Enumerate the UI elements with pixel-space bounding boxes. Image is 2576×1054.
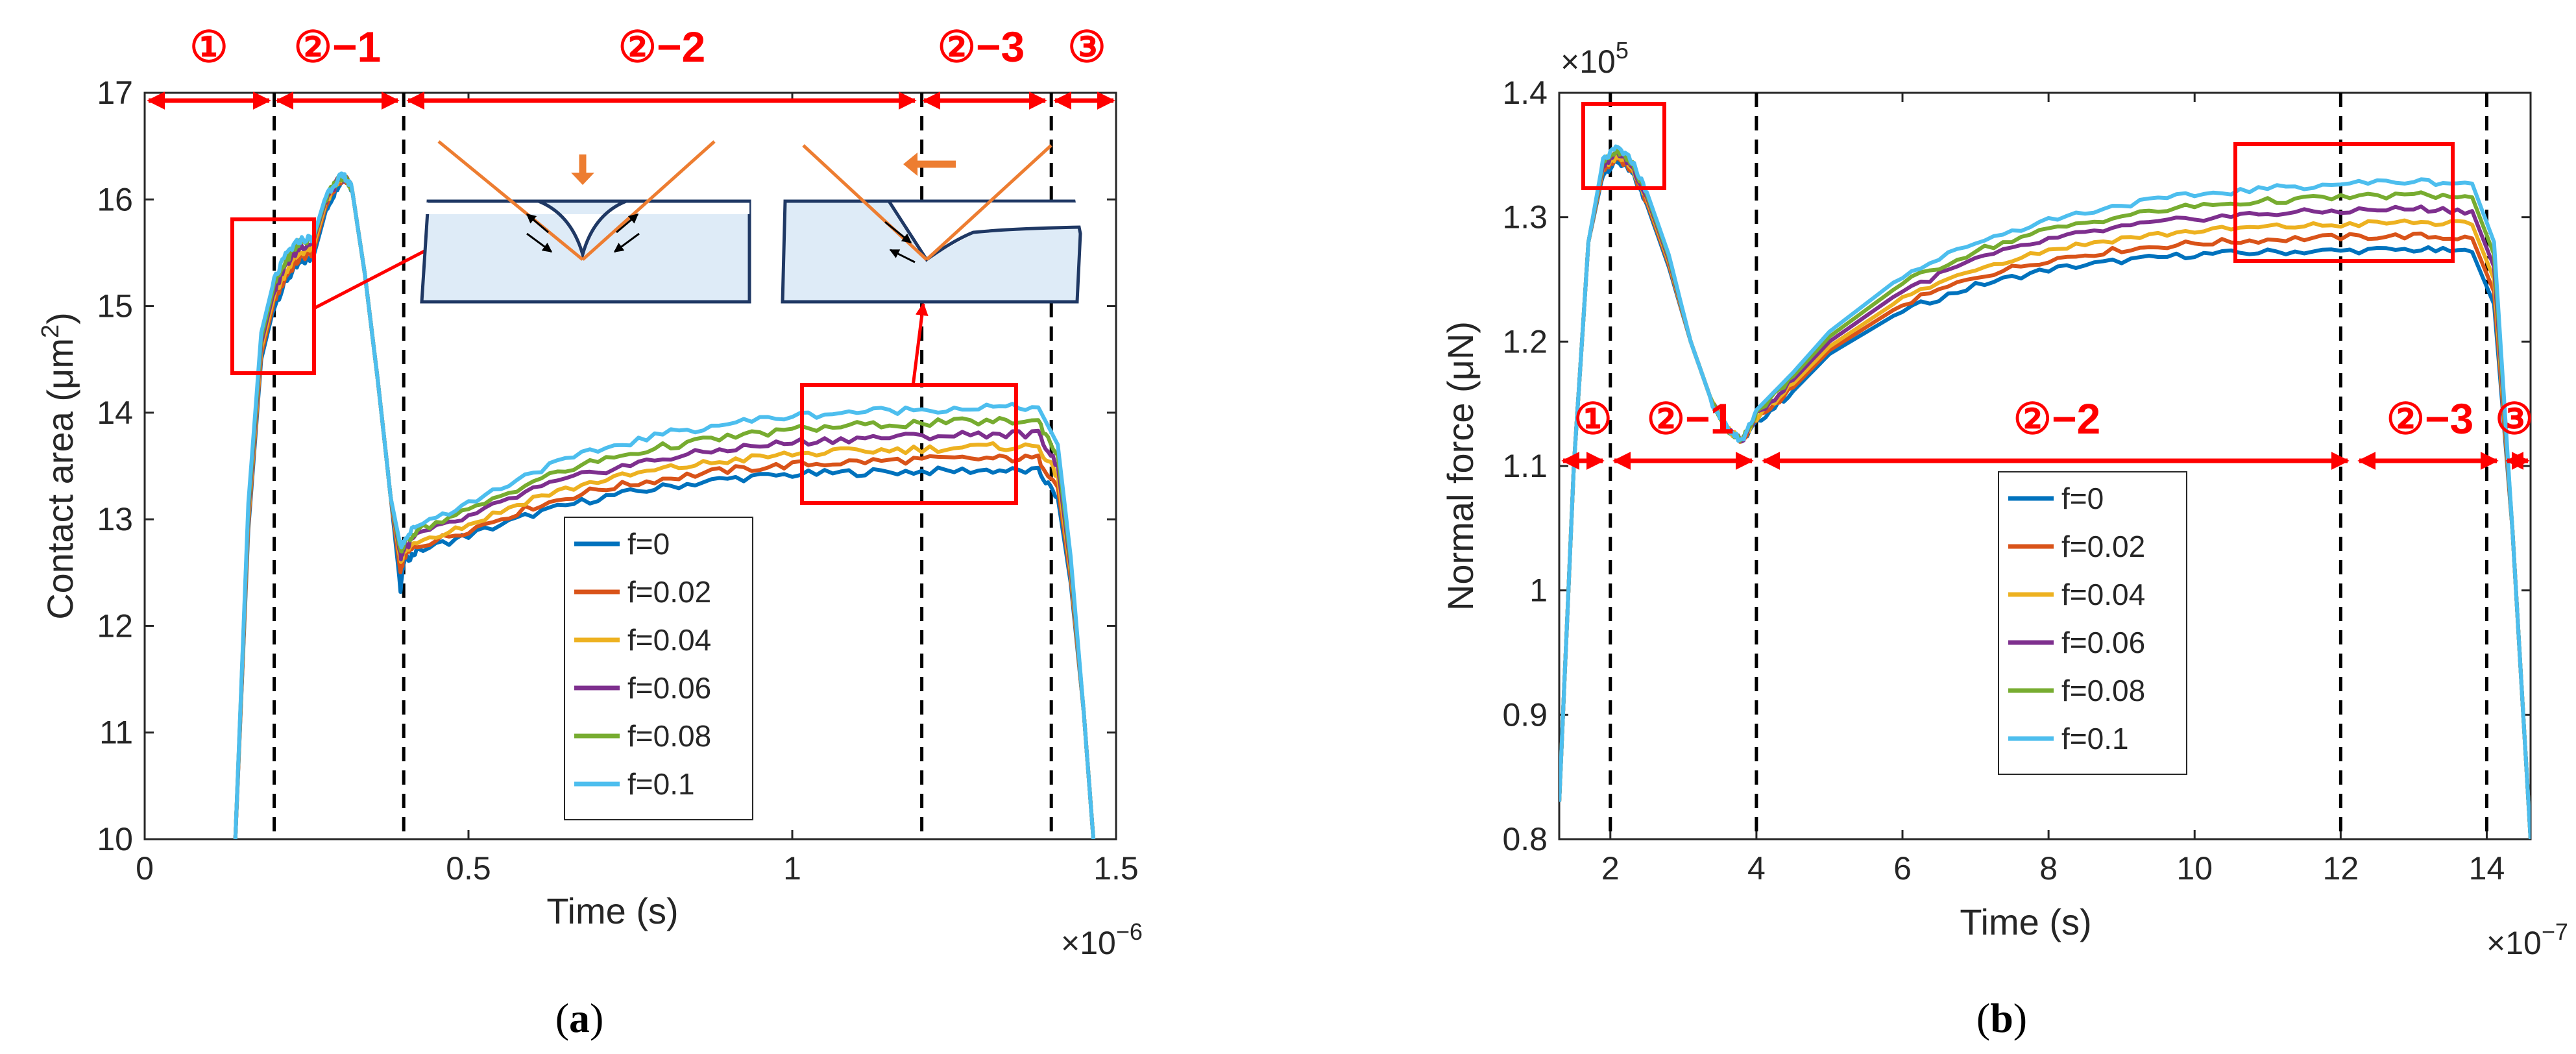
series-line-f=0.02 (1559, 156, 2531, 839)
panel-b-series-lines (1559, 144, 2531, 839)
panel-b-highlight-box-steady (2233, 142, 2455, 263)
panel-a-series-lines (233, 171, 1096, 839)
panel-a-highlight-box-steady (800, 383, 1018, 505)
panel-a-legend: f=0 f=0.02 f=0.04 f=0.06 f=0.08 f=0.1 (564, 517, 753, 820)
panel-b-phase-1-label: ① (1574, 395, 1612, 443)
y-tick-label: 1.4 (1502, 75, 1548, 111)
y-tick-label: 17 (97, 75, 133, 111)
y-tick-label: 16 (97, 181, 133, 217)
panel-a-x-axis-label: Time (s) (546, 890, 678, 931)
y-tick-label: 0.9 (1502, 696, 1548, 733)
panel-a-phase-2-3-label: ②−3 (938, 23, 1025, 71)
legend-label: f=0 (2061, 482, 2104, 515)
x-tick-label: 14 (2469, 850, 2505, 887)
panel-a-contact-area-chart: 0 0.5 1 1.5 10 11 12 13 14 15 16 17 ① ②−1 ②−2 ②−3 ③ (37, 23, 1143, 1041)
panel-a-label: (a) (555, 995, 604, 1041)
panel-b-phase-2-1-label: ②−1 (1647, 395, 1734, 443)
x-tick-label: 8 (2039, 850, 2058, 887)
x-tick-label: 10 (2176, 850, 2213, 887)
panel-b-x-axis-label: Time (s) (1960, 901, 2091, 942)
panel-b-highlight-box-peak (1581, 102, 1666, 190)
panel-b-y-axis-label: Normal force (μN) (1440, 321, 1481, 611)
legend-label: f=0.06 (2061, 626, 2145, 659)
panel-a-connector-arrow-right (911, 302, 929, 387)
y-tick-label: 1.2 (1502, 323, 1548, 360)
series-line-f=0.1 (1559, 144, 2531, 839)
panel-a-ticks: 0 0.5 1 1.5 10 11 12 13 14 15 16 17 (97, 75, 1138, 887)
panel-b-phase-3-label: ③ (2495, 395, 2533, 443)
panel-b-phase-2-2-label: ②−2 (2013, 395, 2100, 443)
legend-label: f=0.02 (627, 575, 711, 609)
x-tick-label: 2 (1601, 850, 1620, 887)
legend-label: f=0.1 (2061, 722, 2129, 755)
y-tick-label: 13 (97, 501, 133, 537)
x-tick-label: 12 (2323, 850, 2359, 887)
y-tick-label: 1.3 (1502, 199, 1548, 236)
y-tick-label: 1 (1529, 572, 1548, 609)
panel-b-phase-2-3-label: ②−3 (2387, 395, 2473, 443)
panel-b-label: (b) (1976, 995, 2027, 1041)
series-line-f=0.1 (233, 171, 1096, 839)
panel-a-phase-3-label: ③ (1067, 23, 1106, 71)
legend-label: f=0.04 (627, 623, 711, 657)
panel-a-connector-arrow-left (313, 239, 444, 310)
panel-b-legend: f=0 f=0.02 f=0.04 f=0.06 f=0.08 f=0.1 (1998, 471, 2187, 775)
panel-a-phase-2-1-label: ②−1 (294, 23, 381, 71)
sliding-schematic (781, 144, 1082, 304)
legend-label: f=0.08 (627, 719, 711, 753)
y-tick-label: 15 (97, 288, 133, 325)
x-tick-label: 1.5 (1093, 850, 1139, 887)
y-tick-label: 11 (99, 715, 133, 751)
x-tick-label: 1 (783, 850, 801, 887)
legend-label: f=0.06 (627, 671, 711, 705)
y-tick-label: 12 (97, 607, 133, 644)
y-tick-label: 0.8 (1502, 821, 1548, 857)
x-tick-label: 4 (1747, 850, 1766, 887)
y-tick-label: 1.1 (1502, 448, 1548, 484)
legend-label: f=0.08 (2061, 674, 2145, 707)
legend-label: f=0 (627, 527, 670, 561)
panel-b-ticks: 2 4 6 8 10 12 14 0.8 0.9 1 1.1 1.2 1.3 1.4 (1502, 75, 2531, 887)
panel-a-phase-1-label: ① (189, 23, 228, 71)
panel-a-y-axis-label: Contact area (μm2) (37, 312, 80, 620)
series-line-f=0.04 (1559, 154, 2531, 839)
panel-b-x-exponent: ×10−7 (2486, 918, 2568, 961)
indentation-schematic (420, 140, 751, 304)
series-line-f=0.06 (1559, 150, 2531, 839)
legend-label: f=0.04 (2061, 578, 2145, 611)
panel-a-highlight-box-early (230, 217, 316, 375)
x-tick-label: 0 (136, 850, 154, 887)
x-tick-label: 0.5 (446, 850, 491, 887)
panel-a-phase-2-2-label: ②−2 (618, 23, 705, 71)
x-tick-label: 6 (1893, 850, 1912, 887)
y-tick-label: 14 (97, 395, 133, 431)
panel-a-x-exponent: ×10−6 (1061, 918, 1143, 961)
legend-label: f=0.1 (627, 767, 695, 801)
y-tick-label: 10 (97, 821, 133, 857)
legend-label: f=0.02 (2061, 530, 2145, 563)
panel-b-normal-force-chart: 2 4 6 8 10 12 140.80.911.11.21.31.4 ① ②−1 ②−2 … (1440, 37, 2568, 1041)
panel-b-y-exponent: ×105 (1561, 37, 1629, 80)
